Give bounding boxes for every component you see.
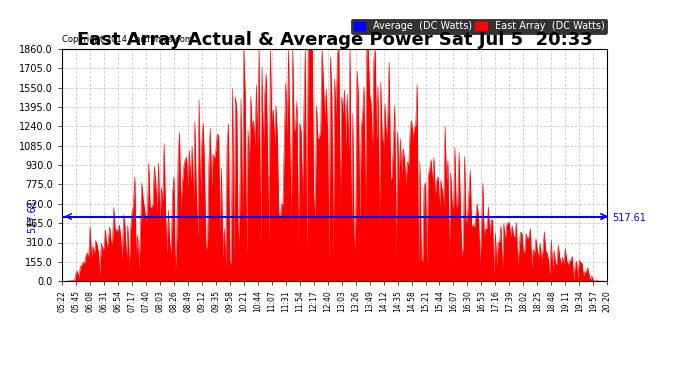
Legend: Average  (DC Watts), East Array  (DC Watts): Average (DC Watts), East Array (DC Watts… <box>351 18 607 34</box>
Text: 517.61: 517.61 <box>27 200 37 234</box>
Text: Copyright 2014 Cartronics.com: Copyright 2014 Cartronics.com <box>62 35 193 44</box>
Title: East Array Actual & Average Power Sat Jul 5  20:33: East Array Actual & Average Power Sat Ju… <box>77 31 593 49</box>
